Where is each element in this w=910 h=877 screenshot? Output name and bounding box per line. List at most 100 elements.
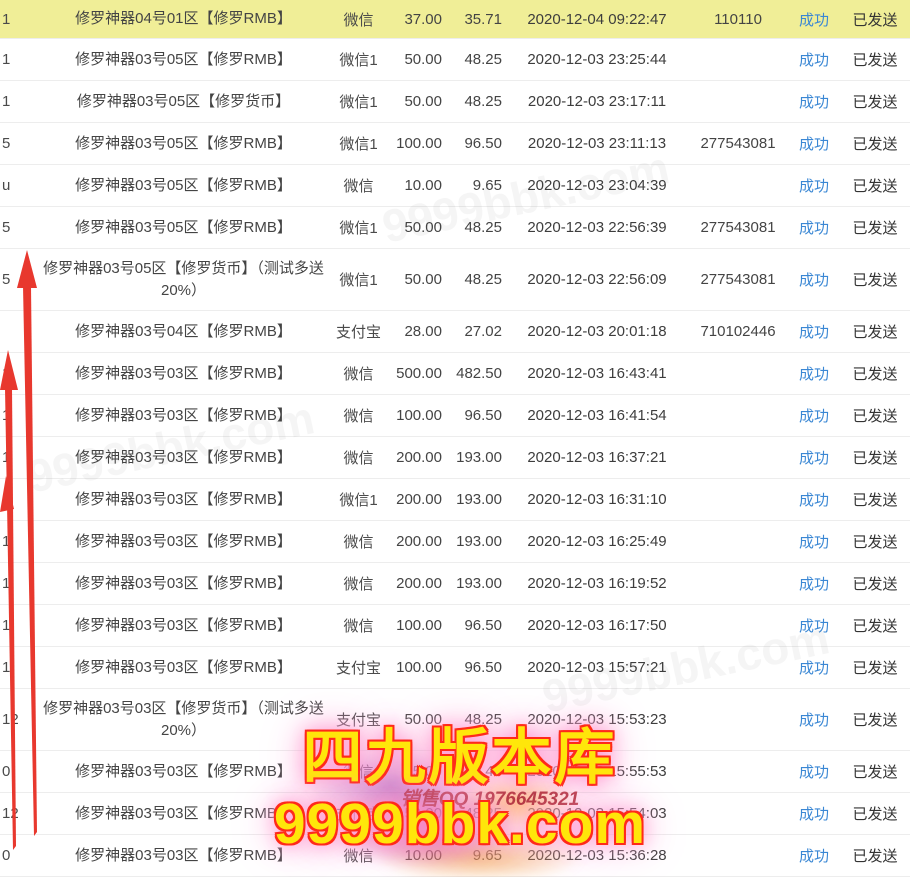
status-link[interactable]: 成功 xyxy=(798,94,829,111)
delivery-status: 已发送 xyxy=(852,136,898,153)
status-link[interactable]: 成功 xyxy=(798,806,829,823)
order-amount: 50.00 xyxy=(404,51,442,68)
paid-amount: 35.71 xyxy=(464,10,502,28)
product-name: 修罗神器03号05区【修罗RMB】 xyxy=(75,218,292,236)
order-timestamp: 2020-12-03 16:31:10 xyxy=(527,491,667,508)
delivery-status: 已发送 xyxy=(852,450,898,467)
status-link[interactable]: 成功 xyxy=(798,576,829,593)
table-row[interactable]: 1 修罗神器03号05区【修罗货币】 微信1 50.00 48.25 2020-… xyxy=(0,81,910,123)
order-amount: 37.00 xyxy=(404,10,442,28)
pay-channel: 支付宝 xyxy=(335,324,381,341)
row-id-fragment: 12 xyxy=(2,805,19,822)
order-amount: 50.00 xyxy=(404,271,442,288)
order-timestamp: 2020-12-03 16:25:49 xyxy=(527,533,667,550)
status-link[interactable]: 成功 xyxy=(798,272,829,289)
order-timestamp: 2020-12-03 16:41:54 xyxy=(527,407,667,424)
product-name: 修罗神器03号05区【修罗RMB】 xyxy=(75,50,292,68)
product-name: 修罗神器03号03区【修罗RMB】 xyxy=(75,532,292,550)
product-name: 修罗神器03号03区【修罗RMB】 xyxy=(75,574,292,592)
account-number: 277543081 xyxy=(700,271,776,288)
row-id-fragment: 5 xyxy=(2,135,11,152)
product-name: 修罗神器03号03区【修罗RMB】 xyxy=(75,406,292,424)
status-link[interactable]: 成功 xyxy=(798,11,829,29)
table-row[interactable]: 1 修罗神器03号03区【修罗RMB】 微信 200.00 193.00 202… xyxy=(0,563,910,605)
table-row[interactable]: 5 修罗神器03号05区【修罗RMB】 微信1 50.00 48.25 2020… xyxy=(0,207,910,249)
row-id-fragment: 1 xyxy=(2,617,11,634)
status-link[interactable]: 成功 xyxy=(798,712,829,729)
account-number: 710102446 xyxy=(700,323,776,340)
order-amount: 15.00 xyxy=(404,763,442,780)
delivery-status: 已发送 xyxy=(852,848,898,865)
table-row[interactable]: 1 修罗神器03号03区【修罗RMB】 微信 500.00 482.50 202… xyxy=(0,353,910,395)
table-row[interactable]: 修罗神器03号04区【修罗RMB】 支付宝 28.00 27.02 2020-1… xyxy=(0,311,910,353)
product-name: 修罗神器04号01区【修罗RMB】 xyxy=(75,10,292,28)
status-link[interactable]: 成功 xyxy=(798,324,829,341)
delivery-status: 已发送 xyxy=(852,576,898,593)
table-row[interactable]: 1 修罗神器04号01区【修罗RMB】 微信 37.00 35.71 2020-… xyxy=(0,0,910,39)
status-link[interactable]: 成功 xyxy=(798,660,829,677)
paid-amount: 482.50 xyxy=(456,365,502,382)
table-row[interactable]: 12 修罗神器03号03区【修罗货币】（测试多送20%） 支付宝 50.00 4… xyxy=(0,689,910,751)
order-amount: 50.00 xyxy=(404,711,442,728)
status-link[interactable]: 成功 xyxy=(798,764,829,781)
order-timestamp: 2020-12-03 23:17:11 xyxy=(527,93,667,110)
delivery-status: 已发送 xyxy=(852,52,898,69)
table-row[interactable]: 1 修罗神器03号03区【修罗RMB】 支付宝 100.00 96.50 202… xyxy=(0,647,910,689)
delivery-status: 已发送 xyxy=(852,94,898,111)
paid-amount: 14.48 xyxy=(464,763,502,780)
order-timestamp: 2020-12-03 15:57:21 xyxy=(527,659,667,676)
order-timestamp: 2020-12-04 09:22:47 xyxy=(527,10,667,28)
order-amount: 100.00 xyxy=(396,659,442,676)
status-link[interactable]: 成功 xyxy=(798,408,829,425)
row-id-fragment: 1 xyxy=(2,407,11,424)
paid-amount: 48.25 xyxy=(464,93,502,110)
status-link[interactable]: 成功 xyxy=(798,178,829,195)
status-link[interactable]: 成功 xyxy=(798,450,829,467)
table-row[interactable]: 1 修罗神器03号03区【修罗RMB】 微信 200.00 193.00 202… xyxy=(0,437,910,479)
delivery-status: 已发送 xyxy=(852,712,898,729)
pay-channel: 微信 xyxy=(343,408,374,425)
pay-channel: 微信1 xyxy=(339,52,378,69)
paid-amount: 9.65 xyxy=(472,177,502,194)
table-row[interactable]: 0 修罗神器03号03区【修罗RMB】 微信 15.00 14.48 2020-… xyxy=(0,751,910,793)
delivery-status: 已发送 xyxy=(852,220,898,237)
delivery-status: 已发送 xyxy=(852,618,898,635)
order-amount: 28.00 xyxy=(404,323,442,340)
paid-amount: 48.25 xyxy=(464,271,502,288)
status-link[interactable]: 成功 xyxy=(798,534,829,551)
status-link[interactable]: 成功 xyxy=(798,52,829,69)
status-link[interactable]: 成功 xyxy=(798,136,829,153)
delivery-status: 已发送 xyxy=(852,764,898,781)
status-link[interactable]: 成功 xyxy=(798,366,829,383)
order-amount: 200.00 xyxy=(396,491,442,508)
order-amount: 200.00 xyxy=(396,533,442,550)
table-row[interactable]: 1 修罗神器03号03区【修罗RMB】 微信 100.00 96.50 2020… xyxy=(0,395,910,437)
order-timestamp: 2020-12-03 23:04:39 xyxy=(527,177,667,194)
table-row[interactable]: 5 修罗神器03号05区【修罗RMB】 微信1 100.00 96.50 202… xyxy=(0,123,910,165)
paid-amount: 48.25 xyxy=(464,219,502,236)
table-row[interactable]: 1 修罗神器03号03区【修罗RMB】 微信 100.00 96.50 2020… xyxy=(0,605,910,647)
order-timestamp: 2020-12-03 20:01:18 xyxy=(527,323,667,340)
order-timestamp: 2020-12-03 15:54:03 xyxy=(527,805,667,822)
row-id-fragment: 1 xyxy=(2,491,11,508)
status-link[interactable]: 成功 xyxy=(798,492,829,509)
table-row[interactable]: 0 修罗神器03号03区【修罗RMB】 微信 10.00 9.65 2020-1… xyxy=(0,835,910,877)
order-timestamp: 2020-12-03 16:37:21 xyxy=(527,449,667,466)
status-link[interactable]: 成功 xyxy=(798,848,829,865)
table-row[interactable]: u 修罗神器03号05区【修罗RMB】 微信 10.00 9.65 2020-1… xyxy=(0,165,910,207)
order-timestamp: 2020-12-03 23:25:44 xyxy=(527,51,667,68)
row-id-fragment: 1 xyxy=(2,51,11,68)
status-link[interactable]: 成功 xyxy=(798,220,829,237)
pay-channel: 微信 xyxy=(343,848,374,865)
pay-channel: 微信 xyxy=(343,450,374,467)
order-timestamp: 2020-12-03 16:19:52 xyxy=(527,575,667,592)
product-name: 修罗神器03号03区【修罗RMB】 xyxy=(75,846,292,864)
product-name: 修罗神器03号03区【修罗RMB】 xyxy=(75,616,292,634)
status-link[interactable]: 成功 xyxy=(798,618,829,635)
table-row[interactable]: 1 修罗神器03号05区【修罗RMB】 微信1 50.00 48.25 2020… xyxy=(0,39,910,81)
table-row[interactable]: 5 修罗神器03号05区【修罗货币】（测试多送20%） 微信1 50.00 48… xyxy=(0,249,910,311)
table-row[interactable]: 12 修罗神器03号03区【修罗RMB】 支付宝 50.00 48.25 202… xyxy=(0,793,910,835)
pay-channel: 微信 xyxy=(343,11,374,29)
table-row[interactable]: 1 修罗神器03号03区【修罗RMB】 微信 200.00 193.00 202… xyxy=(0,521,910,563)
table-row[interactable]: 1 修罗神器03号03区【修罗RMB】 微信1 200.00 193.00 20… xyxy=(0,479,910,521)
